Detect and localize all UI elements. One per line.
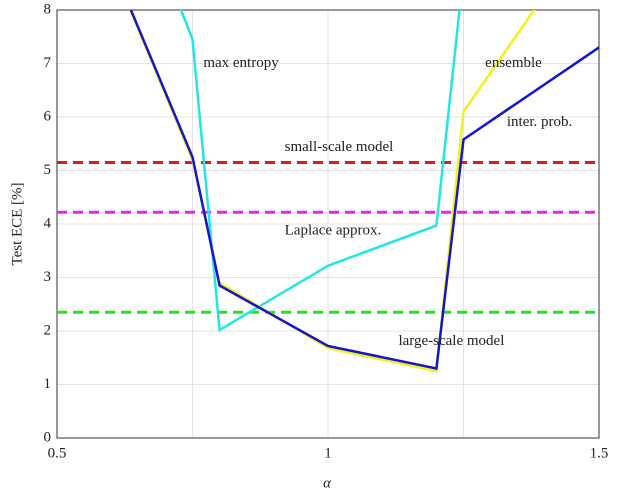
x-tick-label: 1 bbox=[324, 445, 332, 461]
y-tick-label: 1 bbox=[44, 376, 52, 392]
annotation: max entropy bbox=[203, 55, 279, 71]
y-tick-label: 5 bbox=[44, 162, 52, 178]
y-axis-label: Test ECE [%] bbox=[9, 182, 25, 265]
line-series bbox=[179, 10, 461, 333]
x-tick-label: 0.5 bbox=[48, 445, 67, 461]
annotation: inter. prob. bbox=[507, 114, 572, 130]
y-tick-label: 4 bbox=[44, 215, 52, 231]
y-tick-label: 6 bbox=[44, 108, 52, 124]
annotation: small-scale model bbox=[285, 139, 394, 155]
plot-layer bbox=[57, 10, 599, 373]
y-tick-label: 8 bbox=[44, 1, 52, 17]
x-tick-label: 1.5 bbox=[590, 445, 609, 461]
axes-box bbox=[56, 9, 600, 439]
y-tick-label: 2 bbox=[44, 322, 52, 338]
x-axis-label: α bbox=[323, 475, 332, 491]
annotation: Laplace approx. bbox=[285, 222, 382, 238]
y-tick-label: 3 bbox=[44, 269, 52, 285]
annotation: ensemble bbox=[485, 55, 542, 71]
annotation: large-scale model bbox=[398, 333, 504, 349]
line-series bbox=[129, 10, 599, 370]
y-tick-label: 7 bbox=[44, 55, 52, 71]
y-tick-label: 0 bbox=[44, 429, 52, 445]
